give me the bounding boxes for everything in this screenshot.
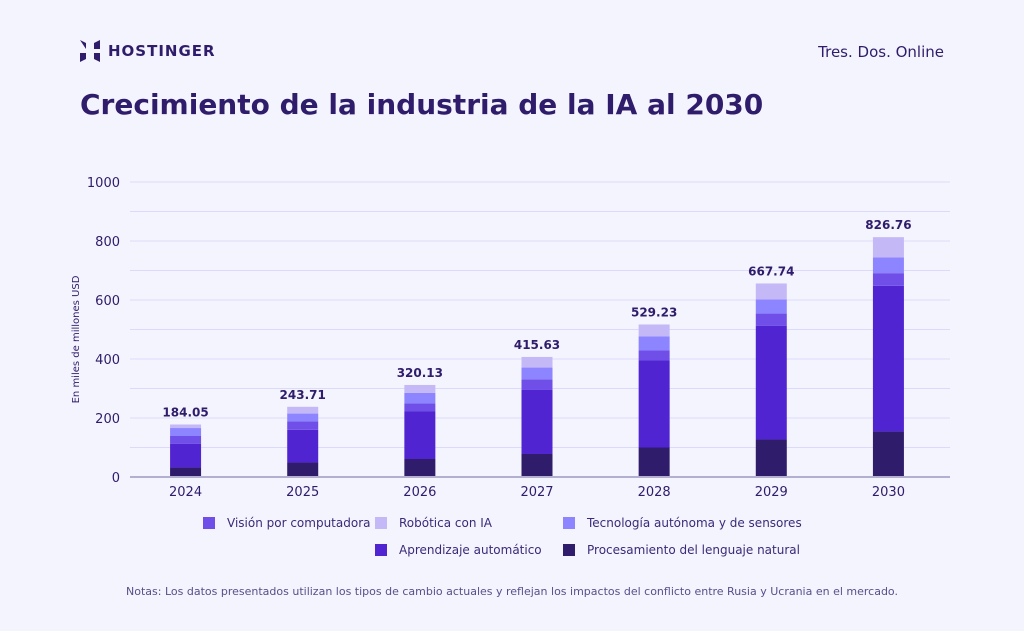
- bar-segment: [638, 324, 670, 337]
- legend-swatch: [203, 517, 215, 529]
- bar-segment: [638, 360, 670, 448]
- bar-segment: [287, 421, 319, 430]
- bar-segment: [638, 350, 670, 361]
- data-label-total: 243.71: [280, 388, 326, 402]
- y-tick-label: 0: [112, 471, 120, 486]
- legend-item-vision: Visión por computadora: [203, 516, 371, 530]
- bar-segment: [521, 356, 553, 368]
- x-tick-label: 2026: [403, 485, 436, 500]
- bar-segment: [404, 411, 436, 460]
- legend-label: Visión por computadora: [227, 516, 371, 530]
- legend-label: Procesamiento del lenguaje natural: [587, 543, 800, 557]
- bar-segment: [755, 299, 787, 314]
- y-tick-label: 1000: [87, 176, 120, 191]
- y-axis-label: En miles de millones USD: [71, 275, 82, 403]
- bar-segment: [170, 443, 202, 468]
- legend-swatch: [375, 544, 387, 556]
- y-tick-label: 400: [95, 353, 120, 368]
- bar-segment: [872, 237, 904, 258]
- bar-segment: [872, 431, 904, 477]
- y-tick-label: 600: [95, 294, 120, 309]
- bar-segment: [872, 257, 904, 274]
- bar-segment: [170, 428, 202, 436]
- data-label-total: 667.74: [748, 264, 794, 278]
- data-label-total: 529.23: [631, 305, 677, 319]
- bar-segment: [170, 435, 202, 444]
- bar-segment: [521, 367, 553, 380]
- data-label-total: 184.05: [162, 405, 208, 419]
- x-tick-label: 2028: [638, 485, 671, 500]
- legend-label: Tecnología autónoma y de sensores: [587, 516, 802, 530]
- bar-segment: [872, 285, 904, 432]
- bar-segment: [755, 439, 787, 477]
- legend-label: Aprendizaje automático: [399, 543, 542, 557]
- x-tick-label: 2025: [286, 485, 319, 500]
- bar-segment: [287, 413, 319, 422]
- bar-segment: [287, 429, 319, 463]
- bar-segment: [755, 283, 787, 300]
- legend-item-procesamiento: Procesamiento del lenguaje natural: [563, 543, 800, 557]
- bar-segment: [287, 406, 319, 414]
- bar-segment: [404, 459, 436, 477]
- data-label-total: 826.76: [865, 218, 911, 232]
- x-tick-label: 2024: [169, 485, 202, 500]
- brand-name: Tres. Dos. Online: [818, 43, 944, 61]
- hostinger-h-icon: [80, 40, 100, 62]
- y-tick-label: 200: [95, 412, 120, 427]
- bar-segment: [872, 273, 904, 286]
- bar-segment: [170, 424, 202, 429]
- bar-segment: [755, 325, 787, 440]
- bar-segment: [287, 462, 319, 477]
- bar-segment: [638, 447, 670, 477]
- bar-segment: [404, 384, 436, 393]
- x-tick-label: 2027: [520, 485, 553, 500]
- legend-swatch: [563, 544, 575, 556]
- bar-segment: [404, 403, 436, 412]
- legend-item-aprendizaje: Aprendizaje automático: [375, 543, 542, 557]
- bar-segment: [521, 453, 553, 477]
- x-tick-label: 2029: [755, 485, 788, 500]
- bar-segment: [755, 313, 787, 326]
- data-label-total: 415.63: [514, 338, 560, 352]
- y-tick-label: 800: [95, 235, 120, 250]
- legend-item-tecnologia: Tecnología autónoma y de sensores: [563, 516, 802, 530]
- chart-title: Crecimiento de la industria de la IA al …: [80, 88, 764, 121]
- bar-segment: [170, 467, 202, 477]
- footnote: Notas: Los datos presentados utilizan lo…: [126, 585, 898, 598]
- hostinger-logo: HOSTINGER: [80, 40, 216, 62]
- x-tick-label: 2030: [872, 485, 905, 500]
- legend-swatch: [563, 517, 575, 529]
- data-label-total: 320.13: [397, 366, 443, 380]
- bar-segment: [404, 392, 436, 404]
- bar-segment: [521, 389, 553, 454]
- legend-item-robotica: Robótica con IA: [375, 516, 492, 530]
- bar-segment: [638, 336, 670, 351]
- legend-label: Robótica con IA: [399, 516, 493, 530]
- logo-text: HOSTINGER: [108, 42, 216, 60]
- bar-segment: [521, 379, 553, 390]
- legend-swatch: [375, 517, 387, 529]
